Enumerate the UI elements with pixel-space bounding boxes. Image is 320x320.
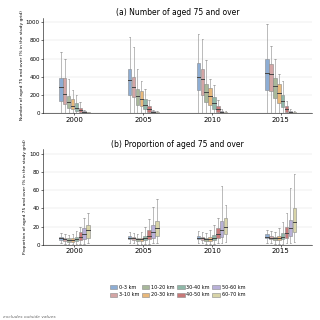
Bar — [281, 95, 284, 107]
Bar — [147, 106, 151, 112]
Bar — [136, 89, 139, 105]
Bar — [71, 238, 74, 242]
Bar — [281, 233, 284, 239]
Title: (b) Proportion of aged 75 and over: (b) Proportion of aged 75 and over — [111, 140, 244, 148]
Bar — [78, 232, 82, 240]
Bar — [63, 237, 67, 241]
Y-axis label: Proportion of aged 75 and over (% in the study grid): Proportion of aged 75 and over (% in the… — [23, 140, 27, 254]
Bar — [151, 111, 155, 113]
Bar — [67, 238, 70, 242]
Bar — [216, 106, 220, 112]
Bar — [86, 225, 90, 237]
Bar — [136, 237, 139, 241]
Bar — [75, 236, 78, 241]
Bar — [155, 221, 158, 236]
Bar — [143, 99, 147, 109]
Bar — [273, 78, 277, 98]
Bar — [220, 111, 223, 113]
Bar — [59, 78, 63, 101]
Bar — [71, 99, 74, 109]
Text: excludes outside values: excludes outside values — [3, 316, 56, 319]
Bar — [155, 112, 158, 113]
Bar — [277, 84, 281, 103]
Bar — [285, 227, 288, 237]
Bar — [266, 59, 269, 90]
Bar — [132, 236, 135, 240]
Bar — [289, 220, 292, 236]
Bar — [208, 236, 212, 241]
Bar — [204, 84, 208, 102]
Bar — [197, 63, 200, 90]
Bar — [128, 69, 132, 95]
Bar — [128, 236, 132, 239]
Bar — [140, 237, 143, 241]
Bar — [75, 103, 78, 111]
Bar — [224, 112, 227, 113]
Bar — [147, 230, 151, 239]
Bar — [204, 237, 208, 241]
Bar — [273, 236, 277, 240]
Y-axis label: Number of aged 75 and over (% in the study grid): Number of aged 75 and over (% in the stu… — [20, 10, 24, 120]
Bar — [216, 228, 220, 238]
Bar — [140, 91, 143, 106]
Bar — [78, 108, 82, 112]
Bar — [83, 228, 86, 239]
Bar — [212, 97, 216, 108]
Bar — [212, 235, 216, 240]
Bar — [59, 236, 63, 240]
Bar — [292, 112, 296, 113]
Bar — [224, 218, 227, 234]
Bar — [292, 208, 296, 232]
Bar — [201, 68, 204, 95]
Bar — [269, 236, 273, 239]
Legend: 0-3 km, 3-10 km, 10-20 km, 20-30 km, 30-40 km, 40-50 km, 50-60 km, 60-70 km: 0-3 km, 3-10 km, 10-20 km, 20-30 km, 30-… — [108, 284, 247, 299]
Bar — [151, 225, 155, 237]
Bar — [83, 111, 86, 113]
Bar — [201, 236, 204, 240]
Bar — [277, 236, 281, 240]
Bar — [269, 64, 273, 91]
Bar — [266, 234, 269, 238]
Bar — [143, 236, 147, 240]
Bar — [86, 112, 90, 113]
Title: (a) Number of aged 75 and over: (a) Number of aged 75 and over — [116, 8, 239, 17]
Bar — [67, 96, 70, 108]
Bar — [132, 77, 135, 97]
Bar — [197, 236, 200, 239]
Bar — [285, 106, 288, 112]
Bar — [63, 78, 67, 104]
Bar — [289, 111, 292, 113]
Bar — [220, 221, 223, 236]
Bar — [208, 88, 212, 105]
